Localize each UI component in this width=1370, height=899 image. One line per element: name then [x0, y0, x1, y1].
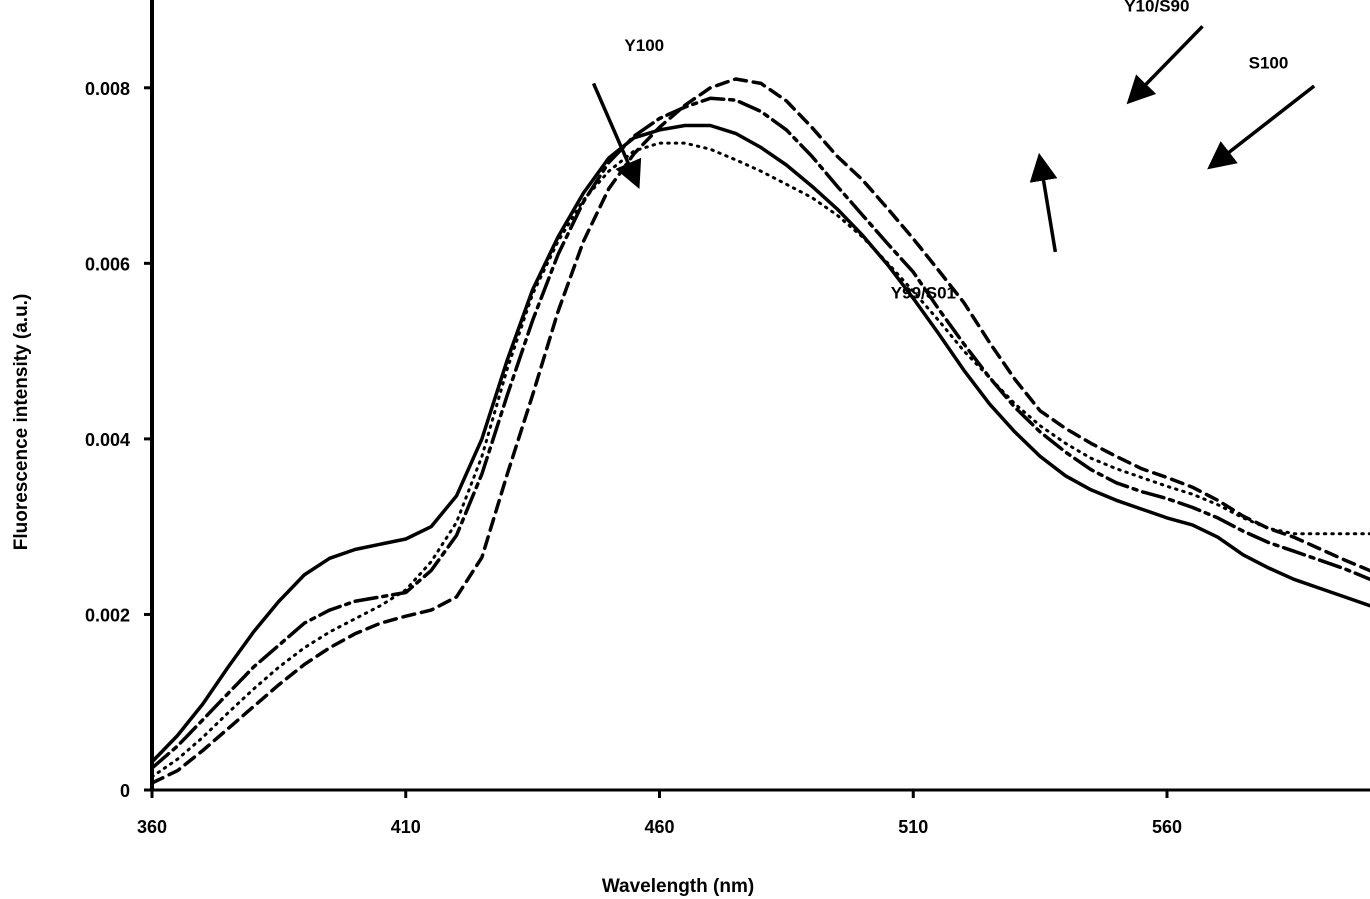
series-line-s100 [150, 96, 1370, 770]
y-tick-label: 0.008 [85, 79, 130, 99]
x-tick-label: 360 [137, 817, 167, 837]
annotation-label-y100: Y100 [624, 36, 664, 55]
x-tick-label: 510 [898, 817, 928, 837]
annotation-label-y99-s01: Y99/S01 [891, 283, 956, 302]
series-line-y10-s90 [150, 77, 1370, 785]
annotation-arrow-s100 [1207, 84, 1316, 170]
x-axis-title: Wavelength (nm) [602, 876, 754, 897]
plot-series [150, 77, 1370, 785]
x-tick-label: 560 [1152, 817, 1182, 837]
annotation-arrow-y100 [591, 82, 642, 189]
x-tick-label: 460 [644, 817, 674, 837]
annotation-label-s100: S100 [1249, 53, 1289, 72]
annotations: Y100 Y10/S90 S100 Y99/S01 [591, 0, 1316, 302]
annotation-label-y10-s90: Y10/S90 [1124, 0, 1189, 15]
x-tick-label: 410 [391, 817, 421, 837]
series-line-y100 [150, 123, 1370, 764]
y-tick-label: 0.002 [85, 605, 130, 625]
series-line-y99-s01 [150, 141, 1370, 779]
axes: 0 0.002 0.004 0.006 0.008 360 410 460 510 560 [85, 0, 1370, 837]
annotation-arrow-y10-s90 [1126, 25, 1204, 105]
y-tick-label: 0.004 [85, 430, 130, 450]
annotation-arrow-y99-s01 [1029, 152, 1058, 253]
y-tick-label: 0.006 [85, 254, 130, 274]
y-tick-label: 0 [120, 781, 130, 801]
y-axis-title: Fluorescence intensity (a.u.) [11, 294, 32, 551]
